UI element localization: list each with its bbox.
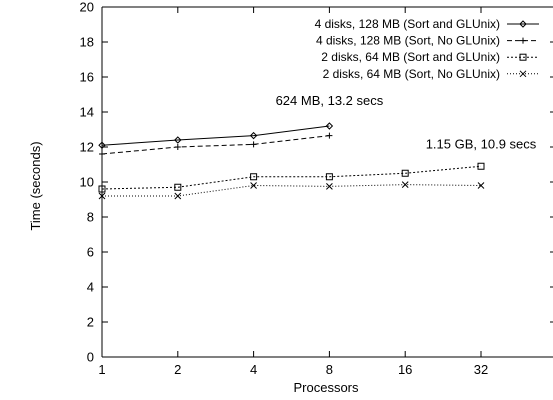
legend-item: 2 disks, 64 MB (Sort and GLUnix): [321, 50, 539, 64]
y-tick-label: 20: [80, 0, 94, 15]
data-point: [326, 183, 333, 190]
legend: 4 disks, 128 MB (Sort and GLUnix) 4 disks…: [315, 17, 539, 81]
data-point: [174, 183, 182, 191]
x-tick-label: 2: [174, 362, 181, 377]
annotation-label: 1.15 GB, 10.9 secs: [426, 136, 537, 151]
x-tick-label: 1: [98, 362, 105, 377]
y-tick-label: 14: [80, 105, 94, 120]
marker-stroke: [477, 182, 485, 189]
legend-label: 4 disks, 128 MB (Sort and GLUnix): [315, 17, 500, 31]
y-tick-label: 18: [80, 35, 94, 50]
data-point: [249, 131, 258, 140]
marker-stroke: [401, 181, 409, 188]
series-line: [102, 184, 482, 197]
legend-item: 4 disks, 128 MB (Sort, No GLUnix): [316, 34, 539, 48]
y-tick-label: 12: [80, 140, 94, 155]
data-point: [477, 162, 485, 170]
marker-stroke: [174, 192, 182, 200]
data-point: [519, 53, 527, 61]
data-point: [250, 141, 257, 148]
y-tick-label: 8: [87, 210, 94, 225]
x-tick-label: 16: [398, 362, 412, 377]
y-tick-label: 6: [87, 245, 94, 260]
data-point: [250, 173, 258, 181]
y-tick-label: 16: [80, 70, 94, 85]
marker-stroke: [250, 182, 257, 189]
data-point: [326, 132, 333, 139]
x-axis-title: Processors: [293, 380, 359, 395]
annotation-label: 624 MB, 13.2 secs: [276, 93, 384, 108]
data-point: [98, 185, 106, 193]
y-tick-label: 0: [87, 350, 94, 365]
data-point: [250, 182, 257, 189]
series-2: [99, 132, 333, 157]
annotations: 624 MB, 13.2 secs 1.15 GB, 10.9 secs: [276, 93, 537, 151]
y-tick-label: 10: [80, 175, 94, 190]
series-3: [98, 162, 485, 193]
legend-label: 2 disks, 64 MB (Sort and GLUnix): [321, 50, 500, 64]
y-tick-label: 2: [87, 315, 94, 330]
data-point: [325, 173, 333, 181]
y-tick-label: 4: [87, 280, 94, 295]
data-point: [401, 181, 409, 188]
data-point: [174, 136, 182, 144]
data-point: [401, 169, 409, 177]
series-line: [101, 165, 482, 190]
marker-stroke: [326, 183, 333, 190]
marker-stroke: [98, 192, 106, 200]
data-point: [519, 20, 527, 28]
x-tick-label: 4: [250, 362, 257, 377]
series-line: [101, 125, 330, 146]
legend-item: 2 disks, 64 MB (Sort, No GLUnix): [323, 67, 539, 81]
x-tick-label: 32: [474, 362, 488, 377]
data-point: [174, 144, 181, 150]
x-tick-label: 8: [326, 362, 333, 377]
data-point: [98, 141, 106, 149]
series-1: [98, 122, 334, 149]
data-point: [174, 192, 182, 200]
data-point: [519, 70, 527, 78]
legend-label: 2 disks, 64 MB (Sort, No GLUnix): [323, 67, 500, 81]
data-point: [99, 151, 105, 157]
data-point: [520, 37, 526, 44]
marker-stroke: [519, 70, 527, 78]
series-4: [98, 181, 485, 200]
y-axis-title: Time (seconds): [28, 141, 43, 230]
series-lines: [98, 122, 485, 200]
legend-item: 4 disks, 128 MB (Sort and GLUnix): [315, 17, 539, 31]
legend-label: 4 disks, 128 MB (Sort, No GLUnix): [316, 34, 500, 48]
series-line: [101, 135, 330, 155]
data-point: [98, 192, 106, 200]
data-point: [477, 182, 485, 189]
data-point: [325, 122, 334, 130]
